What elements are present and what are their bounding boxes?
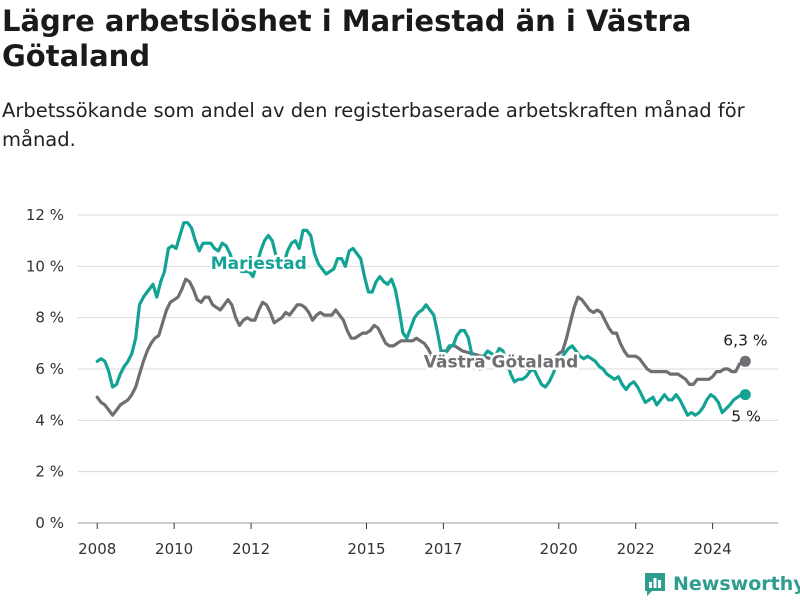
x-tick-label: 2017 (424, 540, 462, 558)
y-tick-label: 0 % (35, 514, 64, 532)
series-labels: 5 % 6,3 % Mariestad Västra Götaland (208, 251, 767, 426)
x-tick-label: 2012 (232, 540, 270, 558)
y-tick-label: 10 % (26, 257, 64, 275)
y-tick-label: 6 % (35, 360, 64, 378)
x-tick-label: 2010 (155, 540, 193, 558)
y-tick-label: 8 % (35, 309, 64, 327)
y-tick-label: 4 % (35, 411, 64, 429)
bar-chart-logo-icon (645, 573, 665, 596)
y-tick-label: 2 % (35, 463, 64, 481)
series-lines (95, 221, 751, 417)
end-label-vastra-gotaland: 6,3 % (723, 331, 767, 349)
end-point-mariestad (739, 389, 751, 401)
axes: 0 % 2 % 4 % 6 % 8 % 10 % 12 % 2008 2010 2012 2015 2… (26, 206, 732, 558)
chart-subtitle: Arbetssökande som andel av den registerb… (2, 99, 745, 151)
series-line-mariestad (95, 221, 747, 417)
x-tick-label: 2008 (78, 540, 116, 558)
end-point-vastra-gotaland (739, 355, 751, 367)
x-tick-label: 2020 (540, 540, 578, 558)
x-tick-label: 2024 (694, 540, 732, 558)
logo-text: Newsworthy (673, 573, 800, 595)
series-label-mariestad: Mariestad (211, 254, 307, 274)
grid-lines (78, 214, 778, 524)
end-label-mariestad: 5 % (731, 408, 761, 426)
y-tick-label: 12 % (26, 206, 64, 224)
x-tick-label: 2022 (617, 540, 655, 558)
chart-title: Lägre arbetslöshet i Mariestad än i Väst… (2, 4, 692, 73)
x-tick-label: 2015 (347, 540, 385, 558)
newsworthy-logo: Newsworthy (643, 569, 800, 599)
series-line-vastra-gotaland (95, 277, 747, 417)
series-label-vastra-gotaland: Västra Götaland (424, 353, 579, 373)
